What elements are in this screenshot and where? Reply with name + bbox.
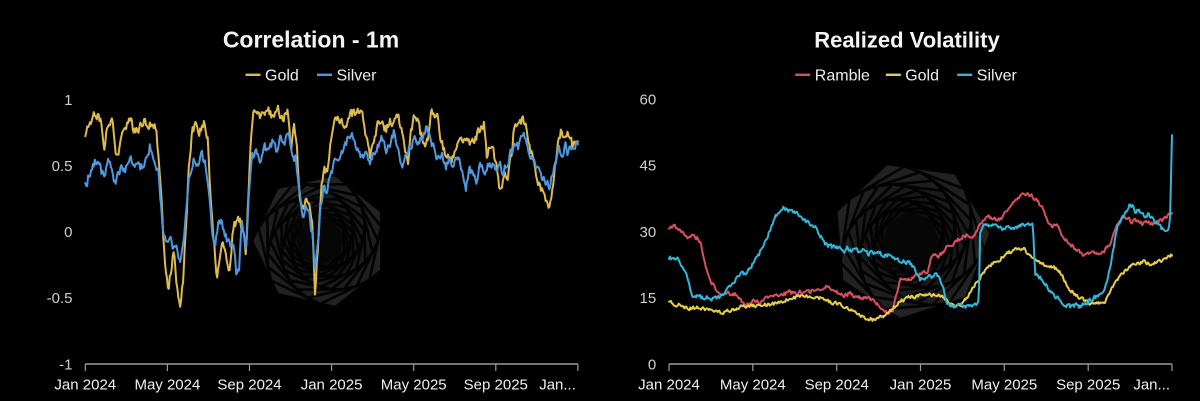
svg-text:0.5: 0.5 [52,158,73,175]
svg-text:May 2024: May 2024 [134,377,200,394]
svg-text:0: 0 [64,224,72,241]
svg-text:Jan 2025: Jan 2025 [890,377,952,394]
svg-text:Jan 2025: Jan 2025 [301,377,363,394]
svg-text:0: 0 [648,356,656,373]
svg-text:Silver: Silver [337,67,378,84]
svg-text:Realized Volatility: Realized Volatility [814,28,1000,53]
svg-text:Jan...: Jan... [1133,377,1170,394]
svg-text:1: 1 [64,92,72,109]
svg-text:Sep 2024: Sep 2024 [217,377,281,394]
svg-text:May 2025: May 2025 [971,377,1037,394]
svg-text:-0.5: -0.5 [47,290,73,307]
svg-text:30: 30 [640,224,657,241]
svg-text:Silver: Silver [977,67,1018,84]
svg-text:Jan 2024: Jan 2024 [638,377,700,394]
svg-text:Gold: Gold [265,67,299,84]
svg-text:Jan...: Jan... [539,377,576,394]
svg-text:45: 45 [640,158,657,175]
svg-text:Correlation - 1m: Correlation - 1m [223,27,399,53]
svg-text:-1: -1 [59,356,72,373]
svg-text:Jan 2024: Jan 2024 [54,377,116,394]
svg-text:Gold: Gold [905,67,939,84]
svg-text:May 2025: May 2025 [381,377,447,394]
svg-text:60: 60 [640,91,657,108]
svg-text:May 2024: May 2024 [720,377,786,394]
svg-text:15: 15 [640,290,657,307]
svg-text:Ramble: Ramble [815,67,870,84]
svg-text:Sep 2025: Sep 2025 [1056,377,1120,394]
svg-text:Sep 2024: Sep 2024 [805,377,869,394]
svg-text:Sep 2025: Sep 2025 [464,377,528,394]
